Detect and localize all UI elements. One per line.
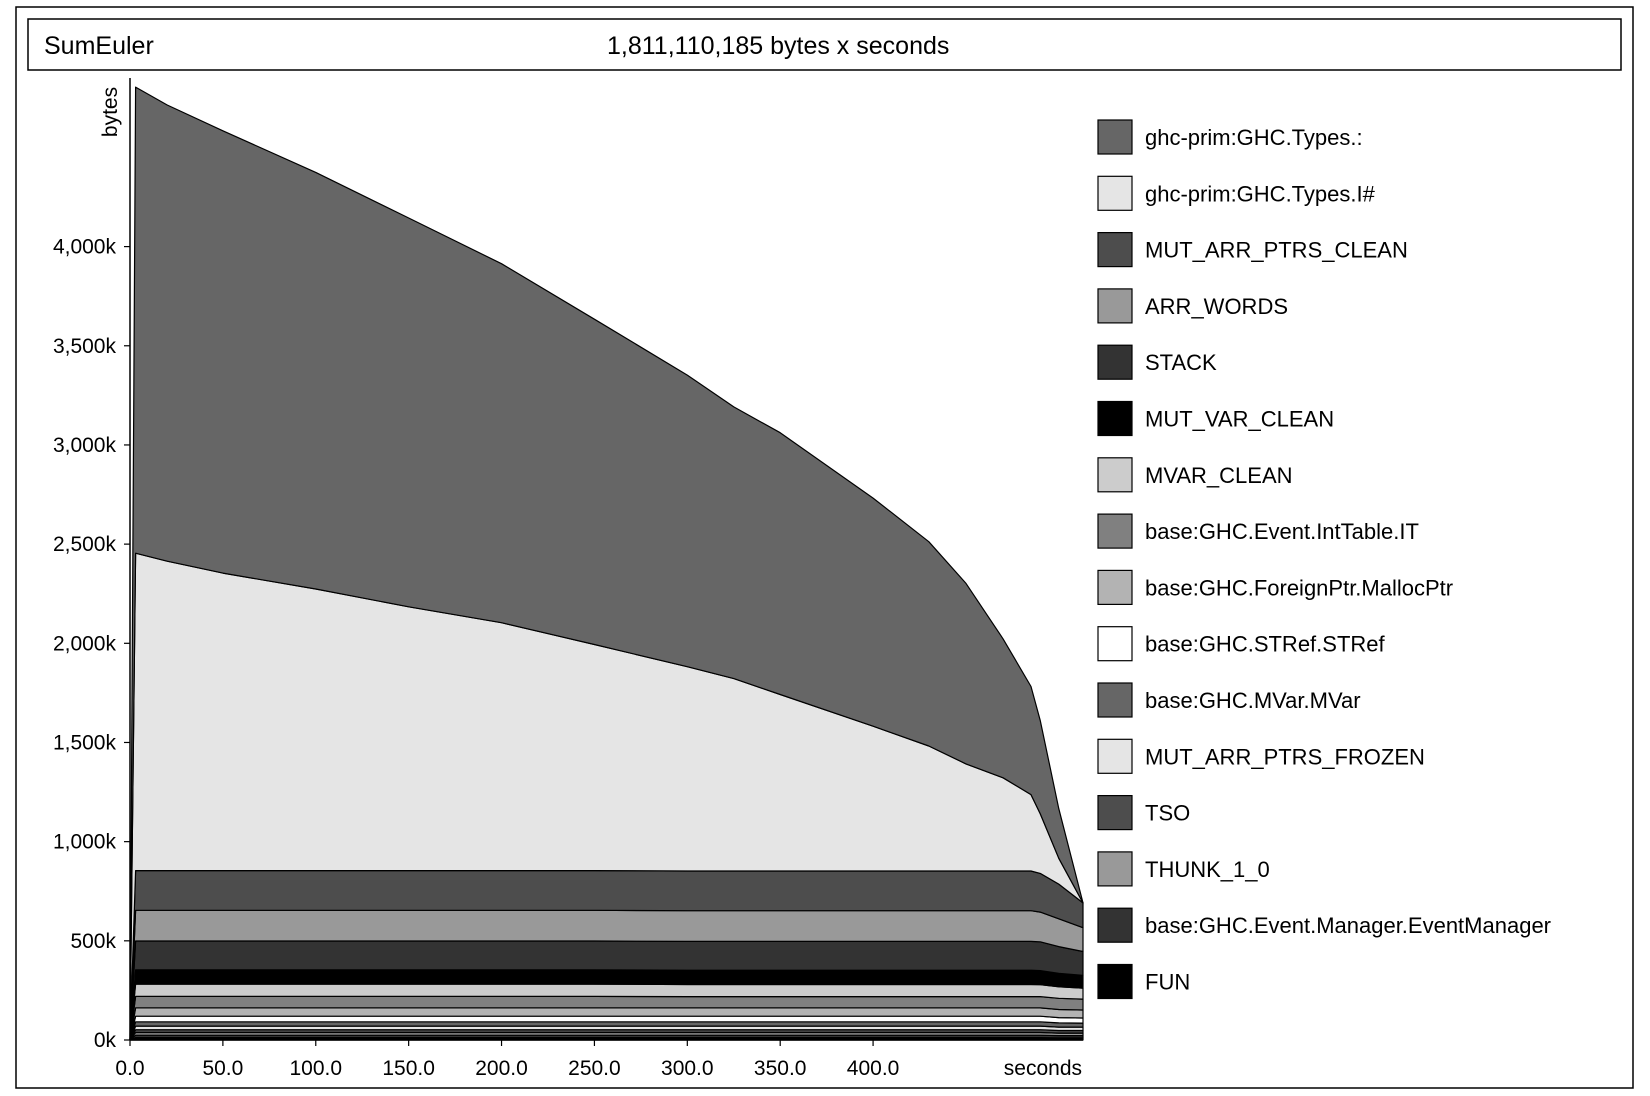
y-tick-label-5: 2,500k <box>53 533 117 556</box>
legend-label-3: ARR_WORDS <box>1145 294 1288 319</box>
y-tick-label-6: 3,000k <box>53 434 117 457</box>
y-tick-label-3: 1,500k <box>53 731 117 754</box>
x-axis: 0.0 50.0 100.0 150.0 200.0 250.0 300.0 350.0 400… <box>115 1039 1083 1080</box>
legend-swatch-14 <box>1097 907 1133 943</box>
x-tick-label-1: 50.0 <box>202 1057 243 1080</box>
x-tick-label-2: 100.0 <box>289 1057 342 1080</box>
y-tick-label-0: 0k <box>94 1029 117 1052</box>
chart-title: SumEuler <box>44 32 154 60</box>
legend-swatch-11 <box>1097 738 1133 774</box>
legend-swatch-0 <box>1097 119 1133 155</box>
x-tick-label-3: 150.0 <box>382 1057 435 1080</box>
y-tick-label-8: 4,000k <box>53 236 117 259</box>
x-tick-label-7: 350.0 <box>754 1057 807 1080</box>
stacked-bands <box>129 86 1084 1041</box>
chart-subtitle: 1,811,110,185 bytes x seconds <box>607 32 949 60</box>
legend-label-0: ghc-prim:GHC.Types.: <box>1145 125 1363 150</box>
legend-label-11: MUT_ARR_PTRS_FROZEN <box>1145 744 1425 769</box>
legend-label-2: MUT_ARR_PTRS_CLEAN <box>1145 238 1408 263</box>
y-tick-label-7: 3,500k <box>53 335 117 358</box>
legend-label-10: base:GHC.MVar.MVar <box>1145 688 1361 713</box>
legend-label-14: base:GHC.Event.Manager.EventManager <box>1145 913 1551 938</box>
legend-swatch-2 <box>1097 232 1133 268</box>
band-15 <box>129 86 1084 1041</box>
legend-swatch-5 <box>1097 400 1133 437</box>
legend-swatch-1 <box>1097 175 1133 211</box>
legend-label-8: base:GHC.ForeignPtr.MallocPtr <box>1145 575 1453 600</box>
legend-swatch-3 <box>1097 288 1133 324</box>
legend-swatch-10 <box>1097 682 1133 718</box>
legend-swatch-12 <box>1097 794 1133 831</box>
legend-swatch-4 <box>1097 344 1133 380</box>
legend-label-4: STACK <box>1145 350 1217 375</box>
legend-label-6: MVAR_CLEAN <box>1145 463 1293 488</box>
legend-label-5: MUT_VAR_CLEAN <box>1145 407 1334 432</box>
legend-label-15: FUN <box>1145 970 1190 995</box>
legend-label-12: TSO <box>1145 801 1190 826</box>
y-axis: 0k 500k 1,000k 1,500k 2,000k 2,500k 3,000k 3,50… <box>53 78 131 1052</box>
x-axis-label: seconds <box>1004 1057 1082 1080</box>
legend: ghc-prim:GHC.Types.: ghc-prim:GHC.Types.I… <box>1097 119 1551 1000</box>
legend-swatch-8 <box>1097 569 1133 606</box>
legend-label-9: base:GHC.STRef.STRef <box>1145 632 1386 657</box>
x-tick-label-8: 400.0 <box>847 1057 900 1080</box>
x-tick-label-5: 250.0 <box>568 1057 621 1080</box>
y-tick-label-1: 500k <box>70 930 116 953</box>
legend-label-1: ghc-prim:GHC.Types.I# <box>1145 181 1376 206</box>
legend-swatch-7 <box>1097 513 1133 549</box>
header-box <box>27 18 1622 71</box>
x-tick-label-0: 0.0 <box>115 1057 144 1080</box>
y-axis-label: bytes <box>99 87 122 137</box>
legend-swatch-9 <box>1097 626 1133 662</box>
legend-label-13: THUNK_1_0 <box>1145 857 1270 882</box>
legend-swatch-15 <box>1097 963 1133 1000</box>
y-tick-label-2: 1,000k <box>53 831 117 854</box>
legend-swatch-13 <box>1097 851 1133 887</box>
y-tick-label-4: 2,000k <box>53 632 117 655</box>
x-tick-label-6: 300.0 <box>661 1057 714 1080</box>
legend-swatch-6 <box>1097 457 1133 493</box>
legend-label-7: base:GHC.Event.IntTable.IT <box>1145 519 1419 544</box>
x-tick-label-4: 200.0 <box>475 1057 528 1080</box>
